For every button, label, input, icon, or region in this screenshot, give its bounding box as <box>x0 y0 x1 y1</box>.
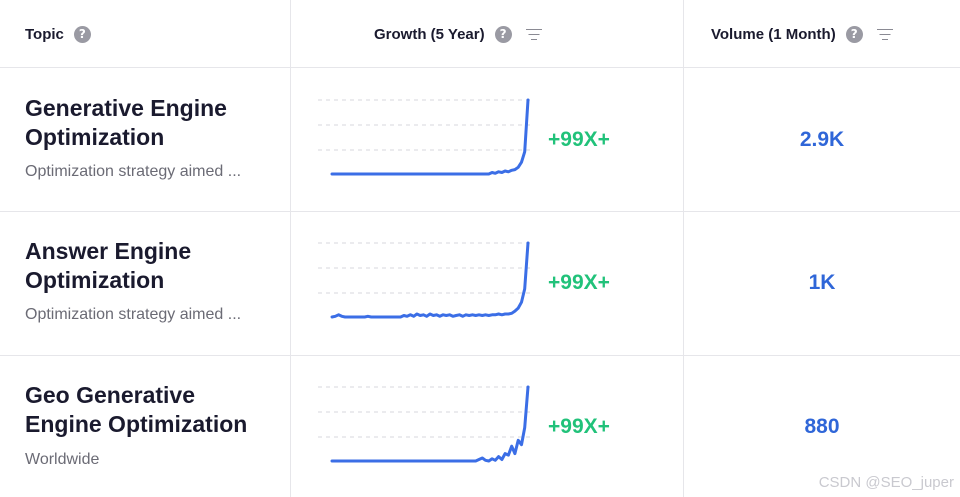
growth-column-header: Growth (5 Year) ? <box>374 0 542 68</box>
topic-description: Worldwide <box>25 451 100 468</box>
volume-value: 2.9K <box>799 128 845 151</box>
topic-title[interactable]: Geo Generative Engine Optimization <box>25 382 248 437</box>
topic-description: Optimization strategy aimed ... <box>25 163 242 180</box>
watermark-text: CSDN @SEO_juper <box>818 474 954 491</box>
growth-sparkline <box>318 241 533 319</box>
growth-sparkline <box>318 385 533 463</box>
help-icon[interactable]: ? <box>73 25 91 43</box>
table-row[interactable]: Geo Generative Engine Optimization World… <box>0 356 960 497</box>
help-icon[interactable]: ? <box>845 25 863 43</box>
sort-filter-icon[interactable] <box>876 28 893 40</box>
volume-header-label: Volume (1 Month) <box>711 25 836 43</box>
growth-value: +99X+ <box>548 271 610 294</box>
growth-value: +99X+ <box>548 415 610 438</box>
help-icon[interactable]: ? <box>494 25 512 43</box>
topic-title[interactable]: Answer Engine Optimization <box>25 238 192 293</box>
growth-sparkline <box>318 98 533 176</box>
topic-column-header: Topic ? <box>25 0 91 68</box>
trend-line <box>330 385 530 463</box>
growth-value: +99X+ <box>548 128 610 151</box>
topic-description: Optimization strategy aimed ... <box>25 306 242 323</box>
table-header: Topic ? Growth (5 Year) ? Volume (1 Mont… <box>0 0 960 68</box>
column-divider <box>683 0 684 497</box>
sort-filter-icon[interactable] <box>525 28 542 40</box>
trend-line <box>330 241 530 319</box>
topic-header-label: Topic <box>25 25 64 43</box>
volume-column-header: Volume (1 Month) ? <box>711 0 893 68</box>
topic-title[interactable]: Generative Engine Optimization <box>25 95 227 150</box>
table-row[interactable]: Generative Engine Optimization Optimizat… <box>0 68 960 212</box>
trend-line <box>330 98 530 176</box>
table-row[interactable]: Answer Engine Optimization Optimization … <box>0 212 960 356</box>
growth-header-label: Growth (5 Year) <box>374 25 485 43</box>
volume-value: 1K <box>808 271 836 294</box>
column-divider <box>290 0 291 497</box>
volume-value: 880 <box>804 415 840 438</box>
